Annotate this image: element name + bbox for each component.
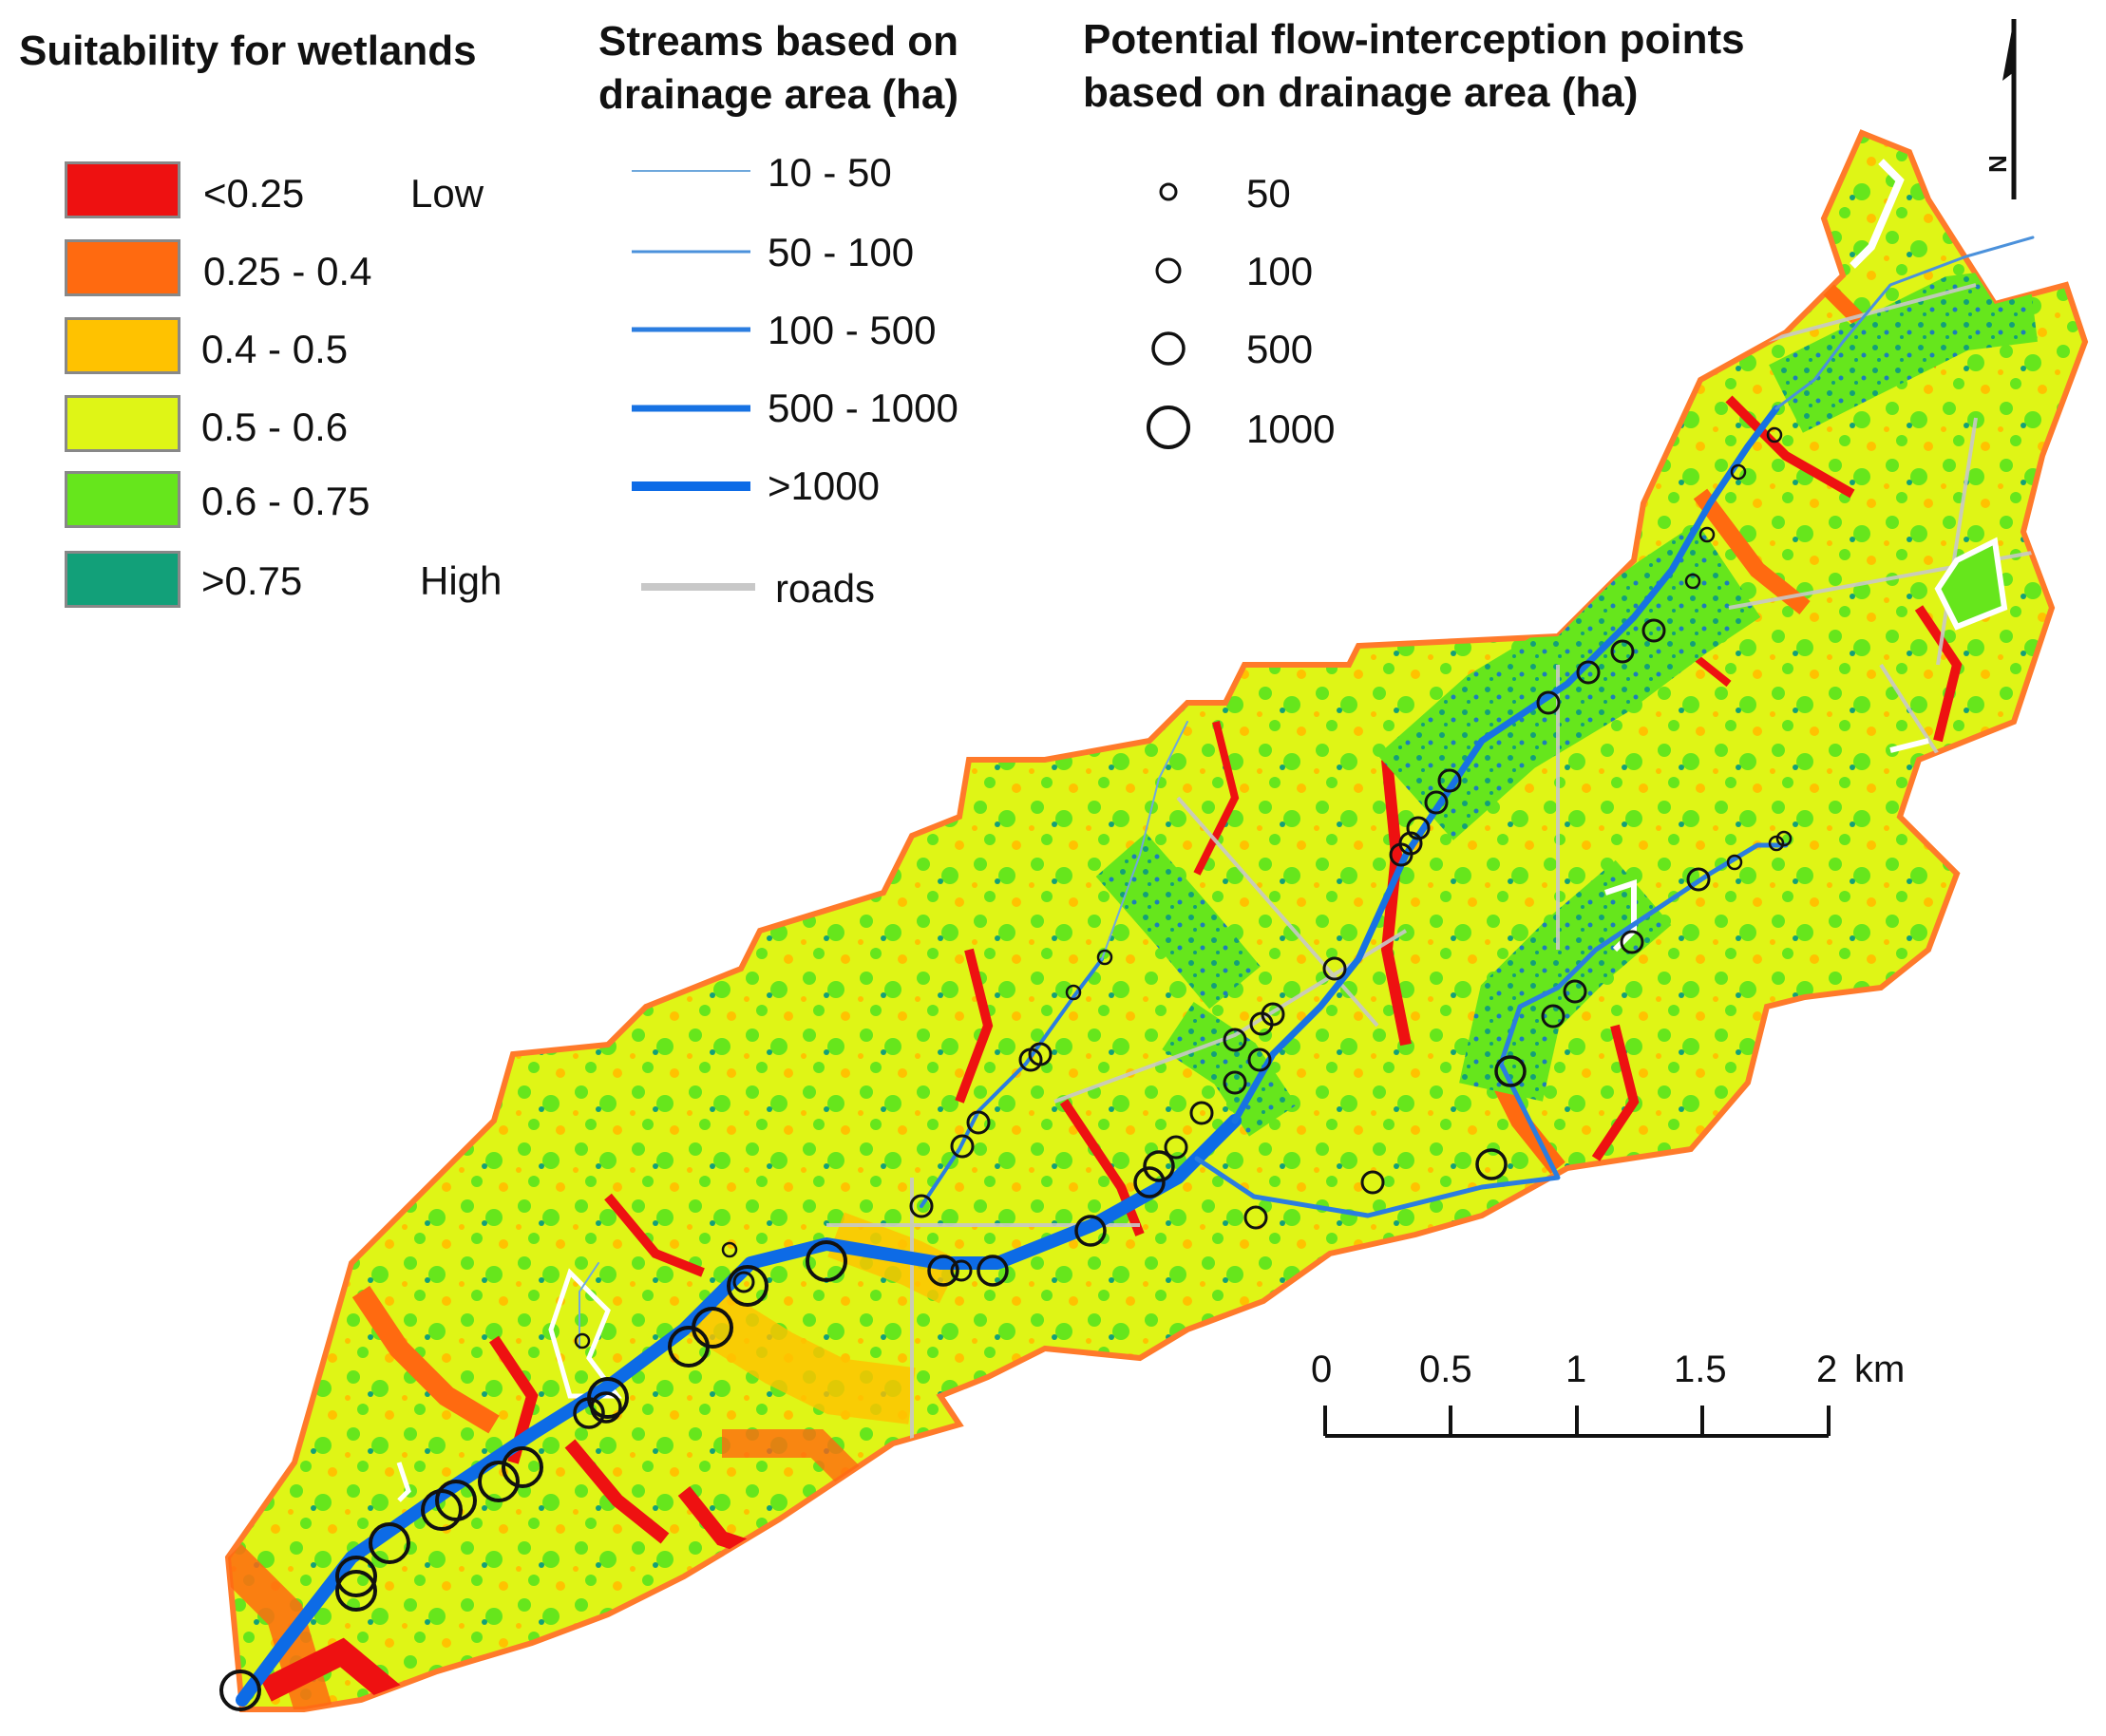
point-class-label: 1000 [1246, 406, 1336, 451]
scale-tick-label: 0 [1311, 1349, 1333, 1390]
swatch-gt-075 [65, 551, 180, 608]
streams-legend-lines [632, 170, 755, 591]
stream-northwest [1101, 721, 1188, 960]
stream-class-label: 50 - 100 [768, 230, 915, 274]
stream-north [1774, 236, 2035, 410]
suitability-class-label: 0.5 - 0.6 [201, 405, 349, 449]
legend-point-100 [1155, 257, 1182, 284]
stream-class-label: 10 - 50 [768, 150, 892, 195]
point-class-label: 500 [1246, 327, 1314, 371]
scale-bar [1323, 1406, 1831, 1438]
legend-point-1000 [1147, 406, 1190, 449]
suitability-class-label: >0.75 [201, 558, 303, 603]
stream-class-label: 100 - 500 [768, 308, 937, 352]
suitability-class-label: 0.4 - 0.5 [201, 327, 349, 371]
stream-class-label: >1000 [768, 463, 880, 508]
point-class-label: 100 [1246, 249, 1314, 293]
points-legend-title-line1: Potential flow-interception points [1083, 16, 1745, 63]
points-legend-title-line2: based on drainage area (ha) [1083, 69, 1639, 116]
swatch-lt-025 [65, 161, 180, 218]
scale-tick-label: 1 [1565, 1349, 1587, 1390]
north-arrow-icon [2002, 19, 2017, 199]
scale-tick-label: 1.5 [1674, 1349, 1727, 1390]
stream-east [1194, 842, 1789, 1218]
north-label: N [1983, 155, 2012, 173]
swatch-04-05 [65, 317, 180, 374]
stream-southwest [579, 1262, 599, 1349]
streams-legend-title-line2: drainage area (ha) [598, 71, 959, 118]
swatch-025-04 [65, 239, 180, 296]
point-class-label: 50 [1246, 171, 1291, 216]
flow-interception-points [219, 426, 1793, 1711]
roads-label: roads [775, 566, 876, 611]
suitability-high-label: High [420, 558, 503, 603]
catchment-area [228, 133, 2085, 1709]
scale-tick-label: 2 [1816, 1349, 1838, 1390]
suitability-legend-title: Suitability for wetlands [19, 28, 477, 74]
suitability-class-label: 0.25 - 0.4 [203, 249, 372, 293]
swatch-05-06 [65, 395, 180, 452]
points-legend-circles [1147, 182, 1190, 449]
streams-legend-title-line1: Streams based on [598, 18, 959, 65]
legend-point-50 [1159, 182, 1178, 201]
swatch-06-075 [65, 471, 180, 528]
suitability-class-label: 0.6 - 0.75 [201, 479, 370, 523]
suitability-class-label: <0.25 [203, 171, 305, 216]
legend-point-500 [1151, 331, 1186, 366]
stream-central [1231, 405, 1780, 1124]
stream-class-label: 500 - 1000 [768, 386, 958, 430]
scale-unit-label: km [1854, 1349, 1906, 1390]
stream-network [236, 236, 2035, 1707]
stream-west [920, 957, 1104, 1208]
suitability-low-label: Low [410, 171, 484, 216]
scale-tick-label: 0.5 [1419, 1349, 1472, 1390]
